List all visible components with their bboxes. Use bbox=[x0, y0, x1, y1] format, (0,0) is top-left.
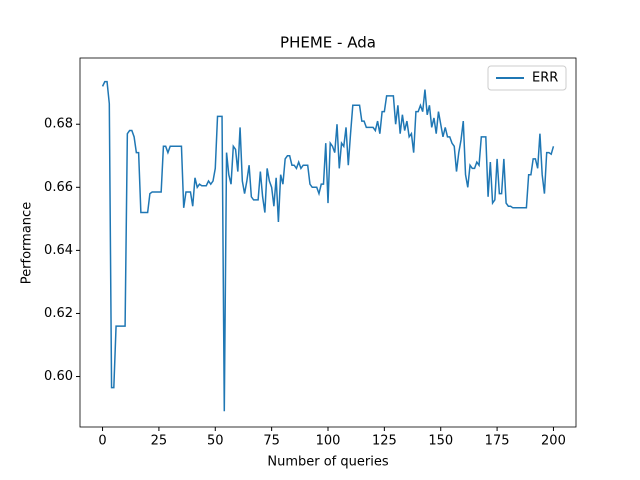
x-axis-label: Number of queries bbox=[267, 455, 388, 470]
y-tick-label: 0.66 bbox=[44, 180, 73, 195]
x-tick-label: 75 bbox=[263, 434, 280, 449]
x-tick-label: 175 bbox=[485, 434, 510, 449]
x-tick-label: 50 bbox=[207, 434, 224, 449]
y-tick-label: 0.60 bbox=[44, 369, 73, 384]
y-axis-label: Performance bbox=[20, 202, 35, 284]
x-tick-label: 200 bbox=[541, 434, 566, 449]
x-tick-label: 125 bbox=[372, 434, 397, 449]
y-tick-label: 0.64 bbox=[44, 243, 73, 258]
legend-box bbox=[487, 65, 567, 91]
x-tick-label: 150 bbox=[428, 434, 453, 449]
plot-frame bbox=[79, 57, 577, 428]
data-line bbox=[101, 80, 555, 412]
y-tick-label: 0.62 bbox=[44, 306, 73, 321]
x-tick-label: 25 bbox=[151, 434, 168, 449]
chart-title: PHEME - Ada bbox=[280, 34, 376, 52]
x-tick-label: 100 bbox=[316, 434, 341, 449]
legend-label: ERR bbox=[532, 71, 558, 86]
x-tick-label: 0 bbox=[98, 434, 106, 449]
y-tick-label: 0.68 bbox=[44, 117, 73, 132]
